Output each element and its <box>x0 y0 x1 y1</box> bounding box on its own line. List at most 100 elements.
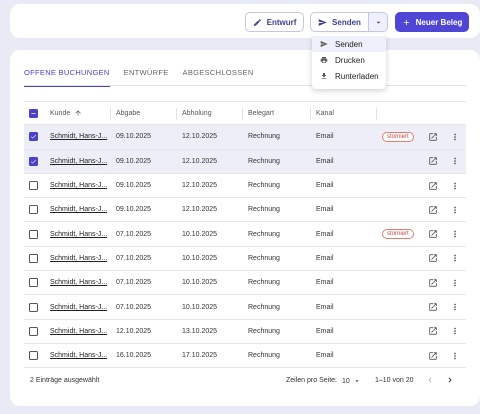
cell-abgabe: 12.10.2025 <box>116 327 152 335</box>
print-icon <box>320 57 328 63</box>
open-document-button[interactable] <box>428 278 438 288</box>
table-row[interactable]: Schmidt, Hans-J... 09.10.2025 12.10.2025 Re… <box>24 149 466 174</box>
cell-abgabe: 07.10.2025 <box>116 303 152 311</box>
customer-link[interactable]: Schmidt, Hans-J... <box>50 133 108 141</box>
customer-link[interactable]: Schmidt, Hans-J... <box>50 303 108 311</box>
rows-per-page-select[interactable]: 10 <box>342 377 361 385</box>
row-checkbox[interactable] <box>29 278 38 288</box>
open-document-button[interactable] <box>428 181 438 191</box>
open-external-icon <box>429 133 437 141</box>
row-checkbox[interactable] <box>29 302 38 312</box>
table-row[interactable]: Schmidt, Hans-J... 07.10.2025 10.10.2025 Re… <box>24 247 466 272</box>
column-header-kunde-label: Kunde <box>50 109 71 117</box>
customer-link[interactable]: Schmidt, Hans-J... <box>50 279 108 287</box>
open-external-icon <box>429 351 437 360</box>
cell-abholung: 10.10.2025 <box>182 303 218 311</box>
column-header-belegart[interactable]: Belegart <box>248 109 275 117</box>
menu-item-download[interactable]: Runterladen <box>312 68 386 84</box>
column-header-abgabe[interactable]: Abgabe <box>116 109 141 117</box>
column-header-abholung[interactable]: Abholung <box>182 109 212 117</box>
row-actions-button[interactable] <box>450 205 460 215</box>
customer-link[interactable]: Schmidt, Hans-J... <box>50 230 108 238</box>
row-checkbox[interactable] <box>29 132 38 142</box>
row-actions-button[interactable] <box>450 326 460 336</box>
cell-abholung: 10.10.2025 <box>182 254 218 262</box>
minus-icon <box>31 112 36 114</box>
open-document-button[interactable] <box>428 253 438 263</box>
table-row[interactable]: Schmidt, Hans-J... 07.10.2025 10.10.2025 Re… <box>24 271 466 296</box>
open-document-button[interactable] <box>428 302 438 312</box>
customer-link[interactable]: Schmidt, Hans-J... <box>50 352 108 360</box>
pencil-icon <box>253 18 261 26</box>
row-checkbox[interactable] <box>29 205 38 215</box>
row-checkbox[interactable] <box>29 229 38 239</box>
customer-link[interactable]: Schmidt, Hans-J... <box>50 206 108 214</box>
table-header: Kunde Abgabe Abholung Belegart Kanal <box>24 101 466 126</box>
pagination-range: 1–10 von 20 <box>375 377 414 384</box>
cell-abholung: 17.10.2025 <box>182 352 218 360</box>
cell-abholung: 13.10.2025 <box>182 327 218 335</box>
more-vertical-icon <box>454 133 456 141</box>
column-separator <box>110 108 111 120</box>
column-header-kanal[interactable]: Kanal <box>316 109 334 117</box>
plus-icon <box>403 19 409 25</box>
cell-abholung: 10.10.2025 <box>182 279 218 287</box>
next-page-button[interactable] <box>445 375 455 387</box>
row-actions-button[interactable] <box>450 156 460 166</box>
customer-link[interactable]: Schmidt, Hans-J... <box>50 157 108 165</box>
sort-ascending-icon <box>75 110 81 116</box>
row-actions-button[interactable] <box>450 278 460 288</box>
row-actions-button[interactable] <box>450 229 460 239</box>
tab-open-bookings[interactable]: OFFENE BUCHUNGEN <box>24 68 110 87</box>
table-row[interactable]: Schmidt, Hans-J... 09.10.2025 12.10.2025 Re… <box>24 198 466 223</box>
cell-kanal: Email <box>316 327 334 335</box>
customer-link[interactable]: Schmidt, Hans-J... <box>50 254 108 262</box>
table-row[interactable]: Schmidt, Hans-J... 09.10.2025 12.10.2025 Re… <box>24 174 466 199</box>
customer-link[interactable]: Schmidt, Hans-J... <box>50 327 108 335</box>
customer-link[interactable]: Schmidt, Hans-J... <box>50 182 108 190</box>
row-checkbox[interactable] <box>29 253 38 263</box>
column-separator <box>242 108 243 120</box>
menu-item-print[interactable]: Drucken <box>312 52 386 68</box>
more-vertical-icon <box>454 206 456 214</box>
table-row[interactable]: Schmidt, Hans-J... 16.10.2025 17.10.2025 Re… <box>24 344 466 369</box>
status-badge: storniert <box>382 229 414 240</box>
send-icon <box>320 41 328 47</box>
row-checkbox[interactable] <box>29 351 38 361</box>
row-checkbox[interactable] <box>29 181 38 191</box>
caret-down-icon <box>376 21 380 24</box>
send-button[interactable]: Senden <box>310 12 369 32</box>
send-icon <box>318 18 327 26</box>
send-options-toggle[interactable] <box>368 12 388 32</box>
cell-kanal: Email <box>316 133 334 141</box>
open-document-button[interactable] <box>428 326 438 336</box>
previous-page-button[interactable] <box>425 375 435 387</box>
row-checkbox[interactable] <box>29 156 38 166</box>
cell-abholung: 12.10.2025 <box>182 133 218 141</box>
open-document-button[interactable] <box>428 156 438 166</box>
open-document-button[interactable] <box>428 132 438 142</box>
table-row[interactable]: Schmidt, Hans-J... 12.10.2025 13.10.2025 Re… <box>24 320 466 344</box>
select-all-checkbox[interactable] <box>29 108 38 118</box>
tab-completed[interactable]: ABGESCHLOSSEN <box>182 68 254 77</box>
row-actions-button[interactable] <box>450 181 460 191</box>
menu-item-send[interactable]: Senden <box>312 36 386 52</box>
row-actions-button[interactable] <box>450 132 460 142</box>
new-document-button[interactable]: Neuer Beleg <box>395 12 469 32</box>
open-document-button[interactable] <box>428 205 438 215</box>
row-checkbox[interactable] <box>29 326 38 336</box>
column-header-kunde[interactable]: Kunde <box>50 102 108 124</box>
open-document-button[interactable] <box>428 351 438 361</box>
row-actions-button[interactable] <box>450 351 460 361</box>
tab-drafts[interactable]: ENTWÜRFE <box>123 68 169 77</box>
row-actions-button[interactable] <box>450 253 460 263</box>
open-document-button[interactable] <box>428 229 438 239</box>
draft-button[interactable]: Entwurf <box>245 12 304 32</box>
cell-abholung: 12.10.2025 <box>182 157 218 165</box>
table-row[interactable]: Schmidt, Hans-J... 09.10.2025 12.10.2025 Re… <box>24 125 466 150</box>
row-actions-button[interactable] <box>450 302 460 312</box>
selection-count: 2 Einträge ausgewählt <box>30 377 100 384</box>
table-row[interactable]: Schmidt, Hans-J... 07.10.2025 10.10.2025 Re… <box>24 295 466 320</box>
table-row[interactable]: Schmidt, Hans-J... 07.10.2025 10.10.2025 Re… <box>24 222 466 247</box>
cell-abholung: 12.10.2025 <box>182 206 218 214</box>
